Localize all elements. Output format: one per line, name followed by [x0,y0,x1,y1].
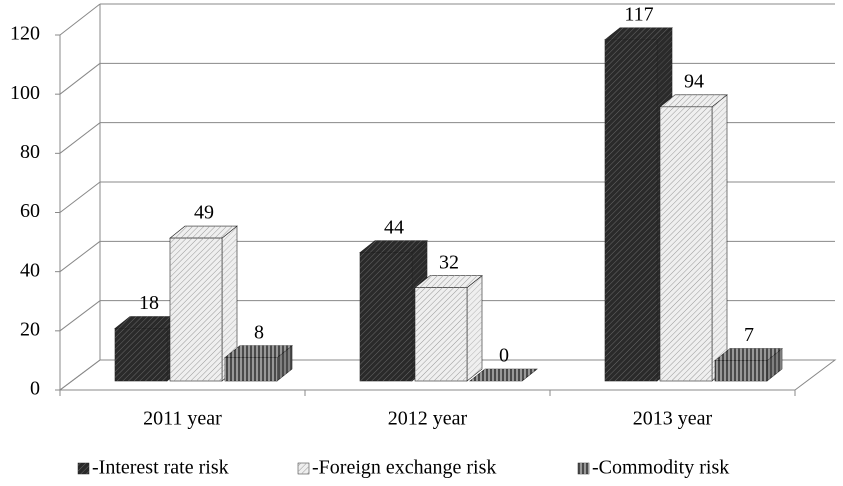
grid-line-side [59,181,101,213]
bar-side-pattern [712,94,727,381]
grid-line-side [59,300,101,332]
legend-swatch-pattern [298,463,309,474]
data-label: 117 [624,3,653,25]
legend-label: -Interest rate risk [92,457,229,479]
bar-side-pattern [767,348,782,381]
bar-side-pattern [467,275,482,381]
x-tick-label: 2012 year [388,408,468,430]
bar-pattern [605,39,657,381]
x-tick-label: 2013 year [633,408,713,430]
bar-top-pattern [225,345,292,358]
y-tick-label: 80 [20,141,40,163]
bar-top-pattern [470,369,537,381]
legend-swatch-pattern [78,463,89,474]
y-tick-label: 20 [20,318,40,340]
bar-top-pattern [115,316,182,329]
y-tick-label: 100 [10,82,40,104]
x-tick-label: 2011 year [143,408,222,430]
data-label: 44 [384,216,404,238]
data-label: 32 [439,251,459,273]
data-label: 0 [499,345,509,367]
grid-line-side [59,122,101,154]
bar-top-pattern [415,275,482,288]
bar-pattern [115,328,167,381]
grid-line-side [59,62,101,95]
data-label: 7 [744,324,754,346]
bar-side-pattern [277,345,292,381]
bar-pattern [715,360,767,381]
y-tick-label: 60 [20,200,40,222]
bar-side-pattern [222,226,237,381]
bar-pattern [660,106,712,381]
grid-line-side [59,359,101,391]
y-tick-label: 120 [10,23,40,45]
bar-top-pattern [360,240,427,253]
legend-label: -Foreign exchange risk [312,457,496,479]
bar-top-pattern [660,94,727,107]
legend-label: -Commodity risk [592,457,729,479]
data-label: 94 [684,70,704,92]
bar-pattern [170,238,222,381]
y-tick-label: 0 [30,378,40,400]
bar-pattern [360,252,412,381]
bar-pattern [415,287,467,381]
bar-pattern [225,357,277,381]
legend-swatch-pattern [578,463,589,474]
bar-top-pattern [715,348,782,361]
data-label: 18 [139,292,159,314]
bar-top-pattern [605,27,672,40]
grid-line-side [59,240,101,273]
bar-top-pattern [170,226,237,239]
data-label: 8 [254,321,264,343]
data-label: 49 [194,202,214,224]
y-tick-label: 40 [20,259,40,281]
grid-line-side [59,3,101,36]
